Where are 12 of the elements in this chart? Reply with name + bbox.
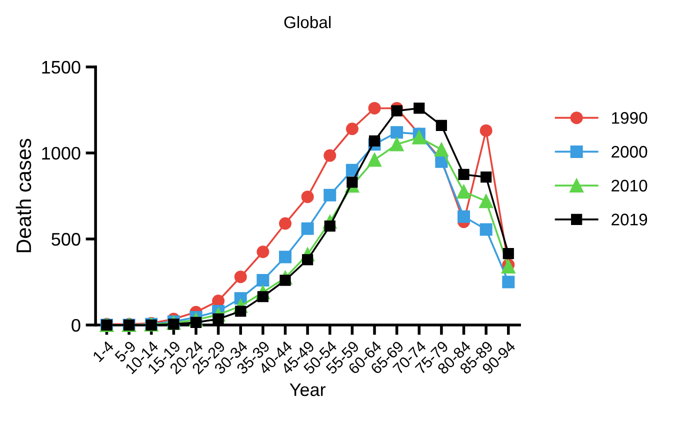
y-tick-label: 1500 [42, 60, 80, 74]
y-tick-label: 500 [52, 232, 80, 246]
legend-label: 2010 [612, 180, 648, 192]
x-axis-title: Year [290, 384, 326, 396]
y-axis-title: Death cases [16, 138, 32, 252]
x-tick-label: 1-4 [92, 340, 114, 362]
legend-label: 2000 [612, 146, 648, 158]
y-tick-label: 1000 [42, 146, 80, 160]
chart-title: Global [284, 16, 331, 28]
legend-label: 2019 [612, 214, 648, 226]
legend-label: 1990 [612, 112, 648, 124]
y-tick-label: 0 [72, 318, 80, 332]
